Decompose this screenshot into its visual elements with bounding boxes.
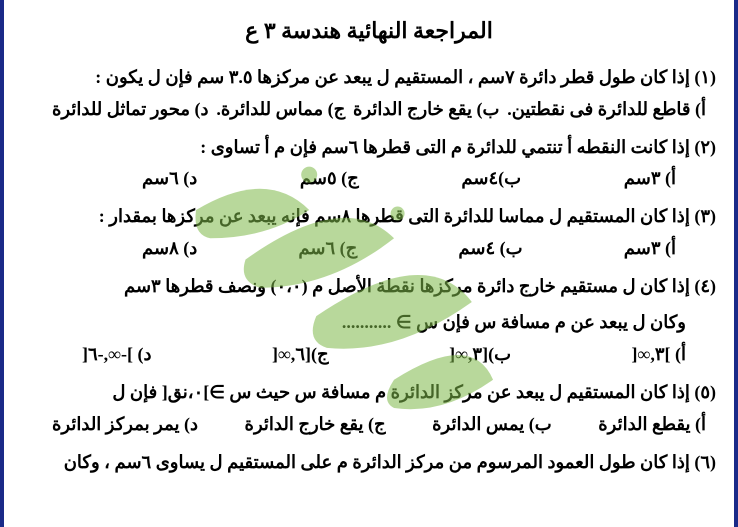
question-5: (٥) إذا كان المستقيم ل يبعد عن مركز الدا… <box>22 377 716 408</box>
question-1-options: أ) قاطع للدائرة فى نقطتين. ب) يقع خارج ا… <box>22 97 716 126</box>
q1-opt-c: ج) مماس للدائرة. <box>216 99 345 120</box>
q5-opt-b: ب) يمس الدائرة <box>432 414 552 435</box>
question-3-options: أ) ٣سم ب) ٤سم ج) ٦سم د) ٨سم <box>22 236 716 265</box>
page-title: المراجعة النهائية هندسة ٣ ع <box>22 18 716 44</box>
question-2: (٢) إذا كانت النقطه أ تنتمي للدائرة م ال… <box>22 132 716 163</box>
question-5-options: أ) يقطع الدائرة ب) يمس الدائرة ج) يقع خا… <box>22 412 716 441</box>
question-4-options: أ) ]٣,∞[ ب)[٣,∞[ ج)[٦,∞[ د) ]-∞,-٦[ <box>22 342 716 371</box>
q3-opt-b: ب) ٤سم <box>458 238 522 259</box>
q4-opt-d: د) ]-∞,-٦[ <box>82 344 152 365</box>
q4-opt-a: أ) ]٣,∞[ <box>632 344 687 365</box>
q1-opt-b: ب) يقع خارج الدائرة <box>353 99 499 120</box>
question-3: (٣) إذا كان المستقيم ل مماسا للدائرة الت… <box>22 201 716 232</box>
q5-opt-d: د) يمر بمركز الدائرة <box>52 414 198 435</box>
q5-opt-c: ج) يقع خارج الدائرة <box>245 414 386 435</box>
q4-opt-c: ج)[٦,∞[ <box>272 344 329 365</box>
q5-opt-a: أ) يقطع الدائرة <box>598 414 706 435</box>
q2-opt-c: ج) ٥سم <box>300 168 359 189</box>
q2-opt-d: د) ٦سم <box>142 168 197 189</box>
question-4-line2: وكان ل يبعد عن م مسافة س فإن س ∋ .......… <box>22 307 716 338</box>
q2-opt-a: أ) ٣سم <box>624 168 676 189</box>
q4-opt-b: ب)[٣,∞[ <box>449 344 511 365</box>
q2-opt-b: ب)٤سم <box>461 168 521 189</box>
q3-opt-d: د) ٨سم <box>142 238 197 259</box>
question-2-options: أ) ٣سم ب)٤سم ج) ٥سم د) ٦سم <box>22 166 716 195</box>
q3-opt-c: ج) ٦سم <box>298 238 357 259</box>
q1-opt-a: أ) قاطع للدائرة فى نقطتين. <box>507 99 706 120</box>
q1-opt-d: د) محور تماثل للدائرة <box>52 99 209 120</box>
question-6-line1: (٦) إذا كان طول العمود المرسوم من مركز ا… <box>22 447 716 478</box>
question-1: (١) إذا كان طول قطر دائرة ٧سم ، المستقيم… <box>22 62 716 93</box>
question-4-line1: (٤) إذا كان ل مستقيم خارج دائرة مركزها ن… <box>22 271 716 302</box>
q3-opt-a: أ) ٣سم <box>624 238 676 259</box>
